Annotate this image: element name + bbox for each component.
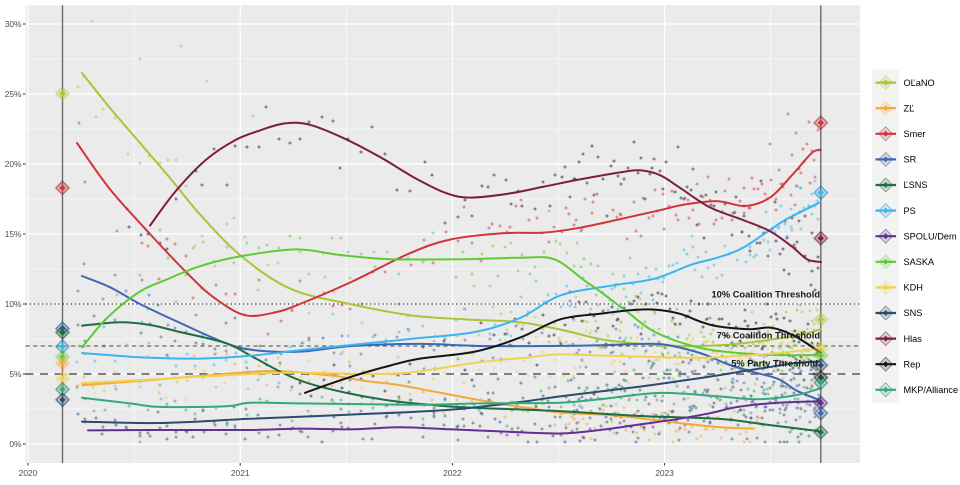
svg-text:25%: 25% [5,89,22,99]
svg-text:5%: 5% [9,369,22,379]
svg-text:15%: 15% [5,229,22,239]
svg-text:SR: SR [904,155,917,165]
svg-text:7% Coalition Threshold: 7% Coalition Threshold [717,331,821,341]
svg-text:5% Party Threshold: 5% Party Threshold [731,359,818,369]
svg-text:2021: 2021 [231,468,250,478]
svg-text:ZĽ: ZĽ [904,103,915,113]
svg-text:20%: 20% [5,159,22,169]
svg-text:OĽaNO: OĽaNO [904,78,935,88]
svg-text:2023: 2023 [655,468,674,478]
svg-text:Smer: Smer [904,129,926,139]
svg-text:10% Coalition Threshold: 10% Coalition Threshold [712,290,821,300]
svg-text:30%: 30% [5,19,22,29]
svg-text:ĽSNS: ĽSNS [904,180,928,190]
svg-text:SASKA: SASKA [904,257,936,267]
svg-text:KDH: KDH [904,283,923,293]
svg-text:2020: 2020 [19,468,38,478]
svg-text:Rep: Rep [904,359,921,369]
svg-text:10%: 10% [5,299,22,309]
svg-text:SPOLU/Dem: SPOLU/Dem [904,231,957,241]
svg-text:SNS: SNS [904,308,923,318]
svg-text:MKP/Alliance: MKP/Alliance [904,385,959,395]
svg-text:0%: 0% [9,439,22,449]
svg-text:Hlas: Hlas [904,334,923,344]
svg-text:PS: PS [904,206,916,216]
svg-text:2022: 2022 [443,468,462,478]
